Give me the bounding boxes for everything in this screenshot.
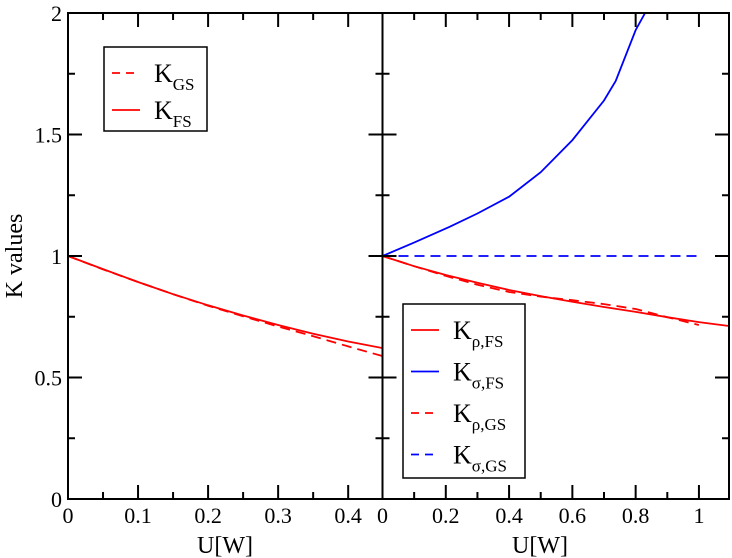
y-axis-label: K values xyxy=(2,214,28,299)
legend-label: Kρ,GS xyxy=(453,399,506,434)
x-tick-label: 0.2 xyxy=(194,503,222,528)
right-legend-box xyxy=(402,303,526,479)
x-tick-label: 0.6 xyxy=(559,503,587,528)
x-tick-label: 0 xyxy=(63,503,74,528)
series-line-k-gs xyxy=(68,255,383,357)
left-y-ticks: 0 0.5 1 1.5 2 xyxy=(35,1,383,512)
legend-label: Kρ,FS xyxy=(453,316,503,351)
y-tick-label: 2 xyxy=(51,1,62,26)
left-x-axis-label: U[W] xyxy=(197,533,253,558)
legend-label: KFS xyxy=(154,96,192,131)
right-legend: Kρ,FS Kσ,FS Kρ,GS Kσ,GS xyxy=(402,303,526,479)
right-x-ticks: 0 0.2 0.4 0.6 0.8 1 xyxy=(377,13,704,528)
y-tick-label: 0 xyxy=(51,487,62,512)
right-x-axis-label: U[W] xyxy=(512,533,568,558)
x-tick-label: 0.8 xyxy=(622,503,650,528)
x-tick-label: 0.4 xyxy=(495,503,523,528)
legend-label: KGS xyxy=(154,59,195,94)
x-tick-label: 0.3 xyxy=(264,503,292,528)
x-tick-label: 0.2 xyxy=(432,503,460,528)
x-tick-label: 1 xyxy=(693,503,704,528)
x-tick-label: 0 xyxy=(377,503,388,528)
left-x-ticks: 0 0.1 0.2 0.3 0.4 xyxy=(63,13,362,528)
left-series xyxy=(68,255,383,357)
x-tick-label: 0.4 xyxy=(334,503,362,528)
legend-label: Kσ,FS xyxy=(453,358,504,393)
y-tick-label: 1 xyxy=(51,244,62,269)
y-tick-label: 1.5 xyxy=(35,123,63,148)
x-tick-label: 0.1 xyxy=(124,503,152,528)
right-panel: 0 0.2 0.4 0.6 0.8 1 U[W] Kρ,FS Kσ,FS Kρ,GS Kσ,GS xyxy=(377,12,730,558)
left-panel: 0 0.1 0.2 0.3 0.4 0 0.5 1 1.5 2 U[W] K values KG… xyxy=(2,1,384,558)
right-y-ticks xyxy=(382,72,729,440)
series-line-k-rho-gs xyxy=(382,255,700,326)
right-series xyxy=(382,13,729,327)
y-tick-label: 0.5 xyxy=(35,366,63,391)
left-legend-box xyxy=(103,46,208,132)
series-line-k-sigma-fs xyxy=(382,13,646,257)
legend-label: Kσ,GS xyxy=(453,441,507,476)
series-line-k-fs xyxy=(68,255,383,349)
